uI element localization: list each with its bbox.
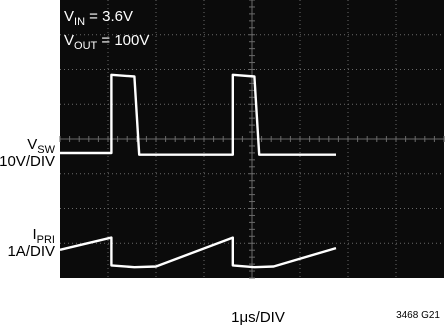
ipri-trace (59, 236, 337, 269)
figure-id: 3468 G21 (396, 310, 440, 321)
vsw-trace (60, 73, 336, 156)
timebase-label: 1μs/DIV (231, 309, 285, 326)
vsw-scale-label: 10V/DIV (0, 153, 55, 170)
waveform-traces (59, 73, 337, 269)
ipri-scale-label: 1A/DIV (7, 243, 55, 260)
vout-annotation: VOUT = 100V (64, 32, 149, 52)
ipri-channel-label: IPRI (32, 226, 55, 246)
graticule (59, 0, 445, 279)
vin-annotation: VIN = 3.6V (64, 8, 133, 28)
vsw-channel-label: VSW (27, 136, 55, 156)
